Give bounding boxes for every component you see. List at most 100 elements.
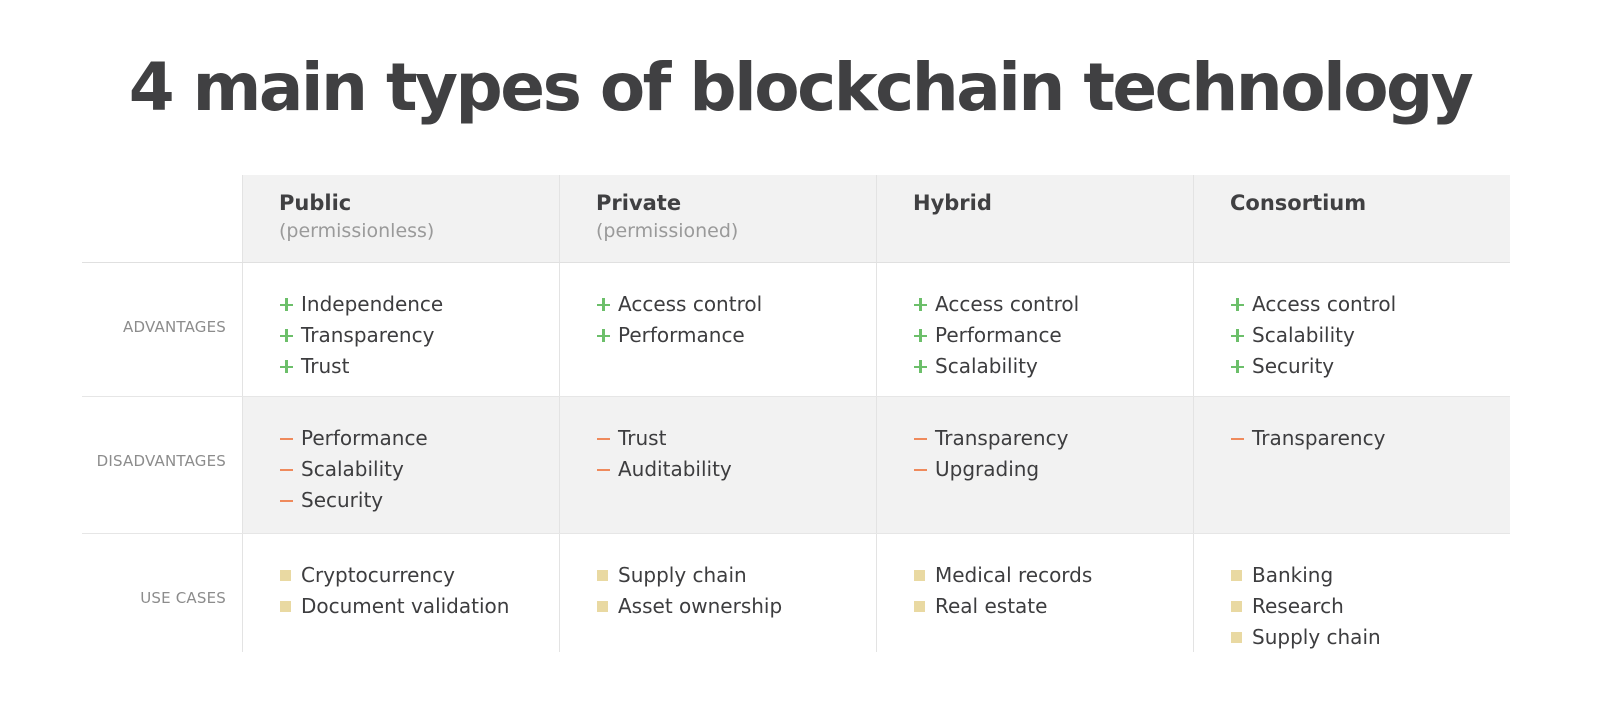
item-list: Medical records Real estate [913, 560, 1193, 622]
row-label-disadvantages: DISADVANTAGES [96, 452, 226, 470]
list-item-text: Real estate [935, 594, 1048, 618]
column-header-private: Private (permissioned) [559, 175, 876, 262]
minus-icon [913, 429, 935, 449]
use-cases-private: Supply chain Asset ownership [559, 534, 876, 652]
list-item-text: Performance [935, 323, 1062, 347]
list-item-text: Transparency [1252, 426, 1386, 450]
list-item-text: Trust [618, 426, 667, 450]
list-item-text: Access control [935, 292, 1080, 316]
square-bullet-icon [596, 597, 618, 617]
item-list: Trust Auditability [596, 423, 876, 485]
list-item: Transparency [279, 320, 559, 351]
list-item-text: Access control [618, 292, 763, 316]
list-item-text: Performance [301, 426, 428, 450]
list-item: Performance [596, 320, 876, 351]
list-item-text: Access control [1252, 292, 1397, 316]
square-bullet-icon [913, 566, 935, 586]
list-item-text: Upgrading [935, 457, 1040, 481]
advantages-row: ADVANTAGES Independence Transparency Trust… [82, 262, 1510, 396]
plus-icon [1230, 357, 1252, 377]
use-cases-row: USE CASES Cryptocurrency Document validat… [82, 533, 1510, 652]
plus-icon [913, 326, 935, 346]
square-bullet-icon [1230, 597, 1252, 617]
list-item: Document validation [279, 591, 559, 622]
column-subtitle: (permissioned) [596, 220, 739, 242]
column-title: Private [596, 191, 682, 215]
list-item-text: Scalability [1252, 323, 1355, 347]
column-header-hybrid: Hybrid [876, 175, 1193, 262]
disadvantages-consortium: Transparency [1193, 397, 1510, 533]
list-item: Performance [279, 423, 559, 454]
list-item-text: Banking [1252, 563, 1334, 587]
list-item: Medical records [913, 560, 1193, 591]
advantages-public: Independence Transparency Trust [242, 263, 559, 396]
header-label-spacer [82, 175, 242, 262]
plus-icon [279, 357, 301, 377]
list-item-text: Security [301, 488, 384, 512]
advantages-private: Access control Performance [559, 263, 876, 396]
page-title: 4 main types of blockchain technology [128, 49, 1474, 126]
use-cases-public: Cryptocurrency Document validation [242, 534, 559, 652]
list-item: Independence [279, 289, 559, 320]
item-list: Supply chain Asset ownership [596, 560, 876, 622]
minus-icon [279, 460, 301, 480]
list-item: Supply chain [596, 560, 876, 591]
list-item-text: Supply chain [618, 563, 747, 587]
row-label-use-cases: USE CASES [140, 589, 226, 607]
disadvantages-row: DISADVANTAGES Performance Scalability Secu… [82, 396, 1510, 533]
list-item: Scalability [279, 454, 559, 485]
list-item: Real estate [913, 591, 1193, 622]
list-item: Transparency [913, 423, 1193, 454]
list-item: Security [279, 485, 559, 516]
plus-icon [279, 295, 301, 315]
use-cases-consortium: Banking Research Supply chain [1193, 534, 1510, 652]
minus-icon [596, 460, 618, 480]
list-item: Supply chain [1230, 622, 1510, 653]
square-bullet-icon [279, 566, 301, 586]
list-item-text: Trust [301, 354, 350, 378]
column-title: Hybrid [913, 191, 992, 215]
list-item-text: Transparency [301, 323, 435, 347]
item-list: Cryptocurrency Document validation [279, 560, 559, 622]
item-list: Access control Performance Scalability [913, 289, 1193, 382]
square-bullet-icon [279, 597, 301, 617]
item-list: Transparency Upgrading [913, 423, 1193, 485]
square-bullet-icon [1230, 566, 1252, 586]
disadvantages-hybrid: Transparency Upgrading [876, 397, 1193, 533]
list-item-text: Supply chain [1252, 625, 1381, 649]
plus-icon [596, 326, 618, 346]
item-list: Banking Research Supply chain [1230, 560, 1510, 653]
list-item-text: Auditability [618, 457, 732, 481]
plus-icon [1230, 295, 1252, 315]
disadvantages-private: Trust Auditability [559, 397, 876, 533]
plus-icon [279, 326, 301, 346]
list-item-text: Scalability [301, 457, 404, 481]
advantages-hybrid: Access control Performance Scalability [876, 263, 1193, 396]
list-item-text: Document validation [301, 594, 510, 618]
plus-icon [596, 295, 618, 315]
list-item-text: Cryptocurrency [301, 563, 455, 587]
row-label-advantages: ADVANTAGES [123, 318, 226, 336]
list-item: Performance [913, 320, 1193, 351]
column-header-public: Public (permissionless) [242, 175, 559, 262]
disadvantages-public: Performance Scalability Security [242, 397, 559, 533]
minus-icon [1230, 429, 1252, 449]
list-item-text: Performance [618, 323, 745, 347]
plus-icon [913, 295, 935, 315]
list-item: Auditability [596, 454, 876, 485]
column-title: Public [279, 191, 352, 215]
item-list: Access control Performance [596, 289, 876, 351]
list-item: Research [1230, 591, 1510, 622]
item-list: Transparency [1230, 423, 1510, 454]
list-item: Trust [279, 351, 559, 382]
item-list: Independence Transparency Trust [279, 289, 559, 382]
list-item: Upgrading [913, 454, 1193, 485]
list-item: Scalability [1230, 320, 1510, 351]
list-item-text: Asset ownership [618, 594, 783, 618]
list-item: Access control [1230, 289, 1510, 320]
use-cases-hybrid: Medical records Real estate [876, 534, 1193, 652]
comparison-table: Public (permissionless) Private (permiss… [82, 175, 1510, 652]
list-item: Cryptocurrency [279, 560, 559, 591]
list-item: Access control [913, 289, 1193, 320]
header-row: Public (permissionless) Private (permiss… [82, 175, 1510, 262]
